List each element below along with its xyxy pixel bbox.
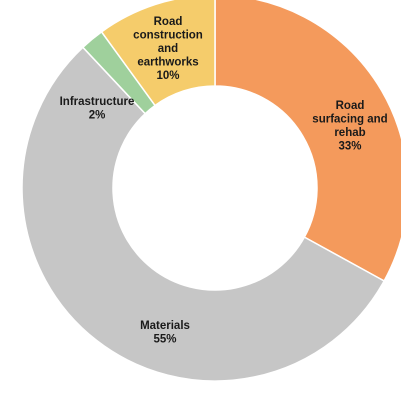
label-infrastructure: Infrastructure 2% <box>60 96 135 122</box>
slice-road-surfacing-and-rehab <box>214 0 401 282</box>
label-road-surfacing-and-rehab: Road surfacing and rehab 33% <box>312 100 387 153</box>
label-road-construction-and-earthworks: Road construction and earthworks 10% <box>133 16 203 82</box>
slice-road-construction-and-earthworks <box>100 0 216 107</box>
label-materials: Materials 55% <box>140 320 190 346</box>
slice-materials <box>21 46 386 382</box>
donut-slices <box>21 0 401 382</box>
